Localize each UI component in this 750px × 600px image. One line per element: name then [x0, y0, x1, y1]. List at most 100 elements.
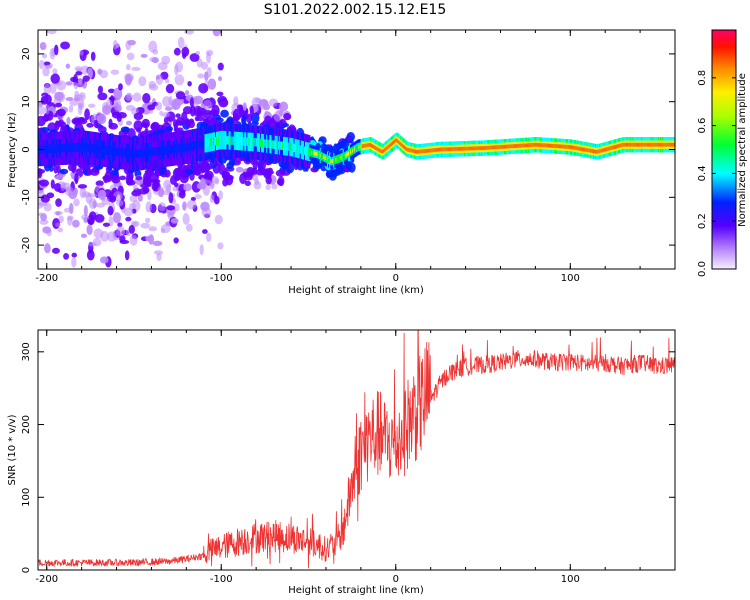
- heatmap-cell: [170, 218, 179, 224]
- heatmap-cell: [205, 49, 214, 57]
- heatmap-cell: [78, 102, 84, 108]
- heatmap-cell: [124, 250, 130, 261]
- heatmap-cell: [199, 122, 209, 128]
- heatmap-cell: [131, 66, 141, 72]
- heatmap-cell: [38, 168, 46, 174]
- colorbar-ticks: 0.0 0.2 0.4 0.6 0.8: [697, 70, 736, 277]
- snr-ytick-label: 0: [21, 567, 32, 573]
- heatmap-cell: [152, 49, 159, 55]
- colorbar-tick-label: 0.8: [697, 70, 708, 86]
- heatmap-cell: [107, 205, 114, 216]
- heatmap-cell: [46, 229, 52, 237]
- heatmap-cell: [226, 162, 234, 170]
- heatmap-cell: [71, 162, 77, 174]
- heatmap-cell: [172, 99, 177, 110]
- heatmap-cell: [145, 235, 153, 242]
- heatmap-cell: [151, 57, 159, 64]
- heatmap-cell: [127, 39, 136, 46]
- heatmap-cell: [175, 120, 183, 126]
- heatmap-cell: [241, 115, 247, 127]
- heatmap-cell: [40, 96, 48, 105]
- heatmap-cell: [72, 119, 78, 125]
- heatmap-cell: [271, 183, 278, 190]
- heatmap-cell: [150, 179, 161, 184]
- heatmap-cell: [348, 162, 356, 173]
- heatmap-cell: [80, 233, 87, 239]
- heatmap-cell: [140, 53, 148, 58]
- heatmap-cell: [283, 113, 292, 121]
- heatmap-cell: [138, 76, 147, 87]
- snr-ytick-label: 200: [21, 415, 32, 434]
- heatmap-cell: [166, 183, 172, 194]
- heatmap-cell: [193, 95, 204, 105]
- heatmap-cell: [239, 173, 247, 185]
- heatmap-cell: [189, 53, 200, 62]
- heatmap-cell: [108, 118, 113, 128]
- heatmap-cell: [145, 217, 151, 223]
- heatmap-cell: [68, 104, 74, 113]
- heatmap-cell: [206, 165, 213, 170]
- spectrogram-xtick-label: -200: [35, 273, 58, 284]
- heatmap-cell: [217, 242, 224, 250]
- heatmap-cell: [113, 87, 123, 100]
- heatmap-cell: [86, 168, 91, 175]
- heatmap-cell: [124, 73, 133, 86]
- heatmap-cell: [142, 175, 152, 187]
- heatmap-cell: [72, 219, 80, 228]
- colorbar-tick-label: 0.0: [697, 261, 708, 277]
- heatmap-cell: [55, 102, 63, 108]
- heatmap-cell: [38, 202, 48, 207]
- heatmap-cell: [168, 192, 174, 204]
- snr-xtick-label: -200: [35, 574, 58, 585]
- heatmap-cell: [194, 194, 202, 200]
- spectrogram-xtick-label: -100: [210, 273, 233, 284]
- heatmap-cell: [178, 190, 186, 199]
- heatmap-cell: [189, 105, 196, 117]
- heatmap-cell: [110, 69, 120, 75]
- heatmap-cell: [63, 252, 70, 260]
- heatmap-cell: [159, 110, 164, 116]
- heatmap-cell: [335, 168, 346, 175]
- snr-panel: -200 -100 0 100 0 100 200 300 Height of straigh…: [7, 329, 676, 596]
- heatmap-cell: [156, 252, 162, 262]
- heatmap-cell: [195, 50, 201, 56]
- heatmap-cell: [148, 80, 157, 89]
- heatmap-cell: [70, 76, 77, 83]
- heatmap-cell: [38, 59, 45, 70]
- heatmap-cell: [186, 199, 197, 210]
- colorbar: 0.0 0.2 0.4 0.6 0.8 Normalized spectral ampl…: [697, 29, 748, 277]
- heatmap-cell: [110, 174, 121, 184]
- heatmap-cell: [55, 222, 61, 228]
- spectrogram-ytick-label: -10: [21, 189, 32, 205]
- colorbar-label: Normalized spectral amplitude: [737, 73, 748, 227]
- heatmap-cell: [113, 212, 122, 224]
- heatmap-cell: [194, 115, 200, 122]
- heatmap-cell: [60, 41, 71, 50]
- heatmap-cell: [79, 49, 84, 56]
- heatmap-cell: [184, 117, 191, 128]
- heatmap-cell: [182, 52, 187, 59]
- spectrogram-ytick-label: -20: [21, 237, 32, 253]
- heatmap-cell: [97, 126, 107, 133]
- heatmap-cell: [39, 179, 50, 187]
- heatmap-cell: [175, 113, 181, 118]
- heatmap-cell: [173, 47, 181, 56]
- heatmap-cell: [204, 170, 214, 181]
- heatmap-cell: [212, 30, 221, 37]
- heatmap-cell: [265, 184, 271, 191]
- snr-frame: [37, 329, 676, 571]
- heatmap-cell: [50, 73, 60, 84]
- heatmap-cell: [202, 112, 213, 119]
- heatmap-cell: [63, 207, 72, 213]
- heatmap-cell: [50, 179, 55, 189]
- heatmap-cell: [148, 226, 158, 232]
- spectrogram-ytick-label: 10: [21, 95, 32, 108]
- heatmap-cell: [128, 224, 136, 234]
- heatmap-cell: [200, 177, 206, 189]
- colorbar-frame: [711, 29, 737, 270]
- heatmap-cell: [39, 42, 47, 51]
- heatmap-cell: [207, 78, 217, 90]
- heatmap-cell: [65, 97, 74, 102]
- spectrogram-ytick-label: 0: [21, 146, 32, 152]
- heatmap-cell: [173, 237, 179, 244]
